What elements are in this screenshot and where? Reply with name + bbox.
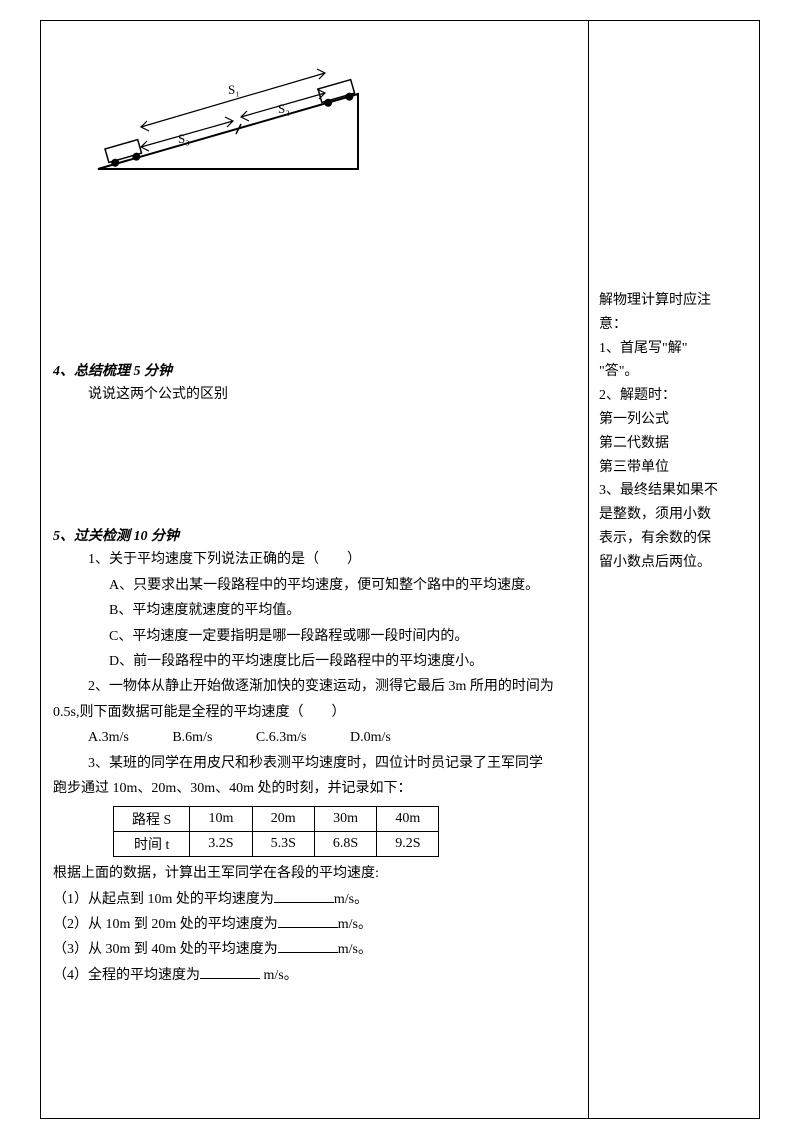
q3-table: 路程 S 10m 20m 30m 40m 时间 t 3.2S 5.3S 6.8S… <box>113 806 439 857</box>
main-column: S₁ S₂ S₃ 4、总结梳理 5 分钟 说说这 <box>41 21 589 1118</box>
page-frame: S₁ S₂ S₃ 4、总结梳理 5 分钟 说说这 <box>40 20 760 1119</box>
q2-stem2: 0.5s,则下面数据可能是全程的平均速度（ ） <box>53 702 576 724</box>
q3-sub3-unit: m/s。 <box>338 942 372 957</box>
cell: 9.2S <box>377 832 439 857</box>
q1-optA: A、只要求出某一段路程中的平均速度，便可知整个路中的平均速度。 <box>53 575 576 597</box>
q3-sub2-unit: m/s。 <box>338 917 372 932</box>
side-l5: 2、解题时： <box>599 384 749 408</box>
cell: 路程 S <box>114 807 190 832</box>
label-s1: S₁ <box>228 82 240 97</box>
label-s3: S₃ <box>178 131 190 146</box>
side-spacer <box>599 29 749 289</box>
side-l10: 是整数，须用小数 <box>599 503 749 527</box>
q1-optB: B、平均速度就速度的平均值。 <box>53 600 576 622</box>
side-l8: 第三带单位 <box>599 456 749 480</box>
q2-optC: C.6.3m/s <box>256 727 307 749</box>
cell: 40m <box>377 807 439 832</box>
table-row: 路程 S 10m 20m 30m 40m <box>114 807 439 832</box>
side-l2: 意： <box>599 313 749 337</box>
q2-optD: D.0m/s <box>350 727 391 749</box>
blank <box>278 914 338 928</box>
q3-stem1: 3、某班的同学在用皮尺和秒表测平均速度时，四位计时员记录了王军同学 <box>53 753 576 775</box>
incline-diagram: S₁ S₂ S₃ <box>53 29 576 204</box>
spacer <box>53 409 576 509</box>
cell: 10m <box>190 807 252 832</box>
q3-sub1: （1）从起点到 10m 处的平均速度为 m/s。 <box>53 889 576 911</box>
cell: 6.8S <box>314 832 376 857</box>
q3-sub3-text: （3）从 30m 到 40m 处的平均速度为 <box>53 942 278 957</box>
label-s2: S₂ <box>278 101 290 116</box>
q1-stem: 1、关于平均速度下列说法正确的是（ ） <box>53 549 576 571</box>
spacer <box>53 204 576 344</box>
q2-optA: A.3m/s <box>88 727 129 749</box>
q2-stem1: 2、一物体从静止开始做逐渐加快的变速运动，测得它最后 3m 所用的时间为 <box>53 676 576 698</box>
q3-sub4-unit: m/s。 <box>260 968 298 983</box>
q2-options: A.3m/s B.6m/s C.6.3m/s D.0m/s <box>53 727 576 749</box>
side-l4: "答"。 <box>599 360 749 384</box>
q3-sub3: （3）从 30m 到 40m 处的平均速度为 m/s。 <box>53 939 576 961</box>
blank <box>274 889 334 903</box>
q3-sub1-text: （1）从起点到 10m 处的平均速度为 <box>53 892 274 907</box>
side-l3: 1、首尾写"解" <box>599 337 749 361</box>
section5-heading: 5、过关检测 10 分钟 <box>53 525 576 545</box>
cell: 5.3S <box>252 832 314 857</box>
q1-optC: C、平均速度一定要指明是哪一段路程或哪一段时间内的。 <box>53 626 576 648</box>
q3-sub2: （2）从 10m 到 20m 处的平均速度为 m/s。 <box>53 914 576 936</box>
cell: 30m <box>314 807 376 832</box>
cell: 时间 t <box>114 832 190 857</box>
cell: 3.2S <box>190 832 252 857</box>
side-l6: 第一列公式 <box>599 408 749 432</box>
side-column: 解物理计算时应注 意： 1、首尾写"解" "答"。 2、解题时： 第一列公式 第… <box>589 21 759 1118</box>
section4-line1: 说说这两个公式的区别 <box>53 384 576 406</box>
section4-heading: 4、总结梳理 5 分钟 <box>53 360 576 380</box>
side-l12: 留小数点后两位。 <box>599 551 749 575</box>
q3-after: 根据上面的数据，计算出王军同学在各段的平均速度: <box>53 863 576 885</box>
side-l7: 第二代数据 <box>599 432 749 456</box>
q3-sub1-unit: m/s。 <box>334 892 368 907</box>
cell: 20m <box>252 807 314 832</box>
q3-sub4-text: （4）全程的平均速度为 <box>53 968 200 983</box>
side-l11: 表示，有余数的保 <box>599 527 749 551</box>
q3-sub4: （4）全程的平均速度为 m/s。 <box>53 965 576 987</box>
q3-sub2-text: （2）从 10m 到 20m 处的平均速度为 <box>53 917 278 932</box>
blank <box>200 965 260 979</box>
side-l1: 解物理计算时应注 <box>599 289 749 313</box>
q3-stem2: 跑步通过 10m、20m、30m、40m 处的时刻，并记录如下： <box>53 778 576 800</box>
bottom-spacer <box>53 990 576 1110</box>
table-row: 时间 t 3.2S 5.3S 6.8S 9.2S <box>114 832 439 857</box>
ramp-svg: S₁ S₂ S₃ <box>83 39 383 189</box>
blank <box>278 939 338 953</box>
q2-optB: B.6m/s <box>172 727 212 749</box>
side-l9: 3、最终结果如果不 <box>599 479 749 503</box>
q1-optD: D、前一段路程中的平均速度比后一段路程中的平均速度小。 <box>53 651 576 673</box>
